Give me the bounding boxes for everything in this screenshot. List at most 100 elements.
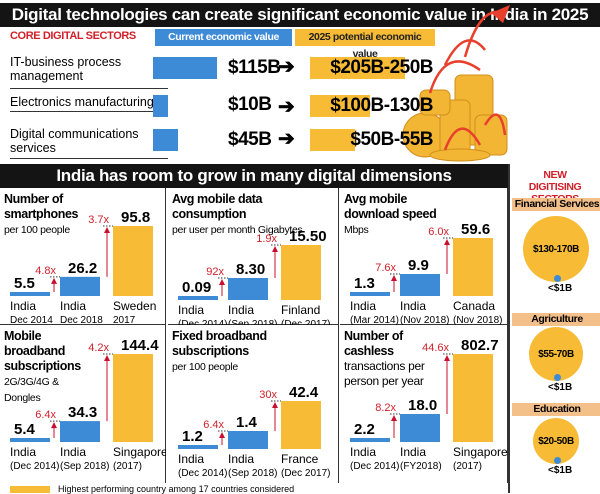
current-value: $115B: [228, 57, 281, 78]
bar-label: India: [60, 445, 86, 459]
current-dot: [554, 457, 561, 464]
arrow-up-icon: [391, 275, 397, 281]
bar-label: India: [228, 303, 254, 317]
current-value: <$1B: [548, 283, 573, 294]
bar-label: India: [350, 299, 376, 313]
bar: [113, 226, 153, 296]
bar-value: 42.4: [289, 384, 319, 401]
bar-sublabel: 2017: [113, 315, 136, 325]
arrow-up-icon: [219, 432, 225, 438]
legend-current: Current economic value: [155, 29, 292, 46]
metric-panel: 2.2 India (Dec 2014) 18.0 India (FY2018) 802.7…: [340, 325, 508, 483]
bar-label: Canada: [453, 299, 495, 313]
bar-sublabel: (Mar 2014): [350, 315, 399, 325]
bar: [178, 296, 218, 300]
bar: [10, 438, 50, 442]
bar: [400, 274, 440, 296]
bar-label: Singapore: [453, 445, 508, 459]
multiplier: 30x: [259, 389, 277, 401]
panel-subtitle: transactions per person per year: [344, 359, 425, 388]
current-value-bar: [153, 57, 218, 79]
bar-sublabel: (Dec 2014): [178, 468, 227, 479]
multiplier: 4.8x: [35, 265, 56, 277]
arrow-up-icon: [219, 279, 225, 285]
bar-value: 8.30: [236, 261, 265, 278]
footnote: Highest performing country among 17 coun…: [58, 484, 295, 494]
potential-value: $55-70B: [538, 348, 574, 360]
bar-sublabel: Dec 2018: [60, 315, 103, 325]
bar: [178, 445, 218, 449]
panel-title: Avg mobile data consumption: [172, 192, 263, 221]
bar-value: 34.3: [68, 404, 97, 421]
bar-sublabel: (Dec 2014): [10, 461, 59, 472]
potential-value: $205B-250B: [330, 57, 433, 78]
bar-label: India: [400, 299, 426, 313]
bar-sublabel: (Sep 2018): [228, 319, 277, 325]
multiplier: 6.0x: [428, 226, 449, 238]
bar-sublabel: Dec 2014: [10, 315, 53, 325]
bar-value: 5.5: [14, 275, 35, 292]
arrow-up-icon: [272, 246, 278, 252]
bar: [350, 438, 390, 442]
bar-label: France: [281, 452, 319, 466]
bar-label: India: [178, 303, 204, 317]
bar-value: 1.3: [354, 275, 375, 292]
bar-sublabel: (Dec 2017): [281, 319, 330, 325]
potential-circle: $130-170B: [523, 216, 589, 282]
bar: [281, 245, 321, 300]
bar: [228, 431, 268, 449]
bar: [10, 291, 50, 296]
bar-value: 0.09: [182, 279, 211, 296]
bar-sublabel: (Nov 2018): [453, 315, 502, 325]
bar-value: 18.0: [408, 397, 437, 414]
bar-value: 144.4: [121, 337, 159, 354]
bar-sublabel: (Dec 2014): [178, 319, 227, 325]
multiplier: 3.7x: [88, 214, 109, 226]
arrow-up-icon: [272, 402, 278, 408]
sector-name: Electronics manufacturing: [10, 95, 168, 112]
panel-title: Number of cashless: [344, 329, 403, 358]
bar-value: 5.4: [14, 421, 36, 438]
bar-label: Finland: [281, 303, 320, 317]
potential-value-bar: [310, 57, 405, 79]
current-dot: [554, 374, 561, 381]
metric-panel: 1.2 India (Dec 2014) 1.4 India (Sep 2018) 42.4…: [168, 325, 339, 483]
panel-title: Avg mobile download speed: [344, 192, 437, 221]
bar-value: 15.50: [289, 228, 327, 245]
bar-value: 95.8: [121, 209, 150, 226]
bar-sublabel: (FY2018): [400, 461, 442, 472]
panel-title: Fixed broadband subscriptions: [172, 329, 267, 358]
bar-value: 26.2: [68, 260, 97, 277]
bar: [400, 414, 440, 442]
multiplier: 92x: [206, 266, 224, 278]
bar-value: 2.2: [354, 421, 375, 438]
footnote-swatch: [10, 486, 50, 493]
bar-label: India: [60, 299, 86, 313]
potential-value: $20-50B: [538, 435, 574, 447]
current-value-bar: [153, 129, 179, 151]
core-sectors-label: CORE DIGITAL SECTORS: [10, 30, 136, 42]
arrow-up-icon: [51, 277, 57, 284]
multiplier: 44.6x: [422, 342, 449, 354]
multiplier: 6.4x: [203, 419, 224, 431]
bar-value: 1.2: [182, 428, 203, 445]
dimensions-title: India has room to grow in many digital d…: [0, 164, 508, 188]
sector-header: Agriculture: [512, 313, 600, 326]
bar-sublabel: (Sep 2018): [228, 468, 277, 479]
bar-label: Singapore: [113, 445, 166, 459]
bar-sublabel: (Nov 2018): [400, 315, 449, 325]
bar-label: India: [228, 452, 254, 466]
bar: [281, 401, 321, 449]
bar-label: India: [10, 445, 36, 459]
sector-name: IT-business process management: [10, 55, 168, 89]
current-value: $10B: [228, 94, 272, 115]
bar-label: India: [178, 452, 204, 466]
bar: [453, 238, 493, 296]
sector-name: Digital communications services: [10, 127, 168, 159]
potential-value-bar: [310, 95, 370, 117]
arrow-up-icon: [51, 422, 57, 429]
potential-value: $50B-55B: [350, 129, 433, 150]
bar: [453, 354, 493, 442]
bar-sublabel: (Dec 2014): [350, 461, 399, 472]
multiplier: 6.4x: [35, 409, 56, 421]
